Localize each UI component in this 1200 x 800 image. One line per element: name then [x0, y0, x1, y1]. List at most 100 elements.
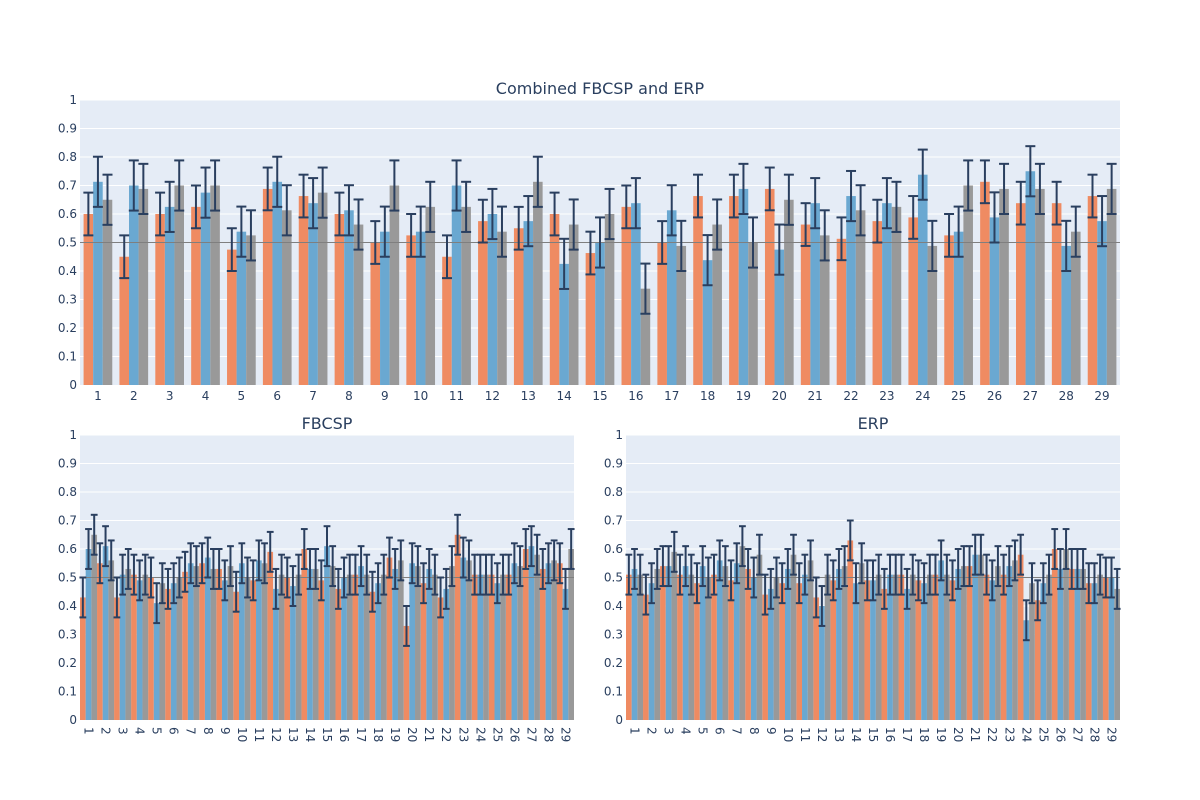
- combined-error-bar: [164, 180, 175, 233]
- combined-bar-series3-cat20: [784, 199, 794, 385]
- combined-error-bar: [999, 162, 1010, 215]
- erp-bar-series3-cat25: [1046, 574, 1052, 720]
- erp-bar-series1-cat21: [966, 566, 973, 720]
- combined-error-bar: [549, 191, 560, 237]
- erp-y-tick-label: 0.9: [604, 457, 623, 471]
- combined-error-bar: [810, 177, 821, 230]
- fbcsp-bar-series1-cat9: [216, 568, 222, 720]
- erp-bar-series3-cat2: [654, 568, 661, 720]
- fbcsp-bar-series3-cat24: [483, 574, 489, 720]
- combined-bar-series1-cat28: [1051, 203, 1062, 385]
- erp-error-bar: [727, 559, 735, 602]
- erp-x-tick-label: 25: [1036, 727, 1050, 742]
- erp-bar-series3-cat11: [807, 560, 814, 720]
- combined-error-bar: [226, 227, 237, 272]
- fbcsp-chart-title: FBCSP: [302, 414, 353, 433]
- combined-x-tick-label: 12: [485, 389, 500, 403]
- erp-bar-series2-cat4: [682, 566, 689, 720]
- combined-error-bar: [953, 205, 964, 258]
- fbcsp-bar-series3-cat2: [108, 560, 115, 720]
- combined-bar-series1-cat26: [980, 181, 990, 385]
- fbcsp-x-tick-label: 21: [422, 727, 436, 742]
- combined-bar-series1-cat23: [872, 221, 883, 385]
- fbcsp-x-tick-label: 22: [439, 727, 453, 742]
- erp-bar-series3-cat16: [892, 574, 899, 720]
- erp-error-bar: [988, 559, 996, 602]
- combined-error-bar: [406, 213, 417, 258]
- fbcsp-y-tick-label: 0.9: [58, 457, 77, 471]
- erp-bar-series1-cat2: [643, 594, 649, 720]
- erp-bar-series2-cat24: [1023, 620, 1030, 720]
- erp-x-tick-label: 18: [917, 727, 931, 742]
- fbcsp-error-bar: [119, 553, 126, 596]
- fbcsp-bar-series2-cat16: [341, 577, 347, 720]
- erp-bar-series2-cat29: [1108, 577, 1115, 720]
- fbcsp-bar-series1-cat25: [488, 574, 495, 720]
- fbcsp-error-bar: [204, 536, 212, 579]
- erp-x-tick-label: 6: [713, 727, 727, 735]
- combined-chart-title: Combined FBCSP and ERP: [496, 79, 705, 98]
- fbcsp-error-bar: [329, 545, 337, 588]
- combined-error-bar: [119, 234, 130, 280]
- combined-error-bar: [800, 202, 811, 247]
- combined-error-bar: [92, 155, 103, 208]
- fbcsp-bar-series2-cat8: [204, 557, 211, 720]
- erp-bar-series2-cat21: [972, 554, 979, 720]
- erp-error-bar: [648, 562, 655, 605]
- erp-error-bar: [983, 553, 990, 596]
- erp-bar-series3-cat13: [841, 566, 848, 720]
- fbcsp-bar-series3-cat19: [397, 560, 404, 720]
- erp-bar-series3-cat24: [1029, 583, 1035, 720]
- combined-bar-series3-cat9: [389, 185, 400, 385]
- combined-error-bar: [513, 205, 524, 251]
- combined-bar-series2-cat23: [882, 203, 892, 385]
- combined-bar-series2-cat25: [953, 231, 964, 385]
- erp-bar-series1-cat22: [983, 574, 990, 720]
- fbcsp-error-bar: [85, 528, 92, 570]
- combined-bar-series1-cat3: [155, 214, 165, 385]
- fbcsp-error-bar: [113, 576, 121, 619]
- fbcsp-bar-series3-cat18: [380, 574, 387, 720]
- erp-bar-series1-cat25: [1034, 600, 1041, 720]
- erp-bar-series1-cat10: [779, 583, 785, 720]
- erp-bar-series3-cat28: [1097, 574, 1103, 720]
- fbcsp-x-tick-label: 15: [320, 727, 334, 742]
- fbcsp-error-bar: [221, 559, 229, 602]
- combined-y-tick-label: 0.8: [58, 150, 77, 164]
- erp-error-bar: [1039, 562, 1047, 605]
- combined-error-bar: [774, 223, 785, 276]
- fbcsp-error-bar: [346, 553, 354, 596]
- erp-bar-series2-cat1: [631, 568, 638, 720]
- fbcsp-error-bar: [312, 548, 320, 590]
- fbcsp-bar-series3-cat12: [278, 574, 285, 720]
- combined-error-bar: [370, 220, 381, 265]
- fbcsp-bar-series1-cat26: [505, 574, 512, 720]
- fbcsp-bar-series1-cat16: [335, 588, 342, 720]
- erp-y-tick-label: 0.4: [604, 599, 623, 613]
- combined-bar-series2-cat12: [487, 214, 498, 385]
- fbcsp-error-bar: [482, 553, 490, 596]
- combined-x-tick-label: 15: [592, 389, 607, 403]
- combined-bar-series2-cat15: [595, 242, 605, 385]
- fbcsp-bar-series2-cat21: [426, 568, 433, 720]
- erp-error-bar: [795, 562, 803, 605]
- combined-error-bar: [389, 159, 400, 212]
- fbcsp-error-bar: [442, 567, 450, 610]
- fbcsp-bar-series2-cat10: [238, 563, 245, 720]
- fbcsp-bar-series2-cat23: [460, 557, 467, 720]
- erp-x-tick-label: 16: [883, 727, 897, 742]
- fbcsp-bar-series1-cat4: [131, 574, 137, 720]
- combined-bar-series1-cat27: [1016, 203, 1026, 385]
- combined-error-bar: [425, 180, 436, 233]
- combined-error-bar: [190, 184, 201, 230]
- fbcsp-x-tick-label: 10: [235, 727, 249, 742]
- erp-bar-series3-cat18: [926, 574, 933, 720]
- erp-bar-series2-cat26: [1057, 568, 1064, 720]
- fbcsp-x-tick-label: 8: [201, 727, 215, 735]
- combined-bar-series3-cat4: [210, 185, 220, 385]
- combined-bar-series3-cat13: [533, 181, 543, 385]
- fbcsp-bar-series2-cat5: [153, 603, 160, 720]
- erp-bar-series2-cat2: [648, 583, 655, 720]
- fbcsp-error-bar: [90, 513, 98, 556]
- fbcsp-x-tick-label: 26: [507, 727, 521, 742]
